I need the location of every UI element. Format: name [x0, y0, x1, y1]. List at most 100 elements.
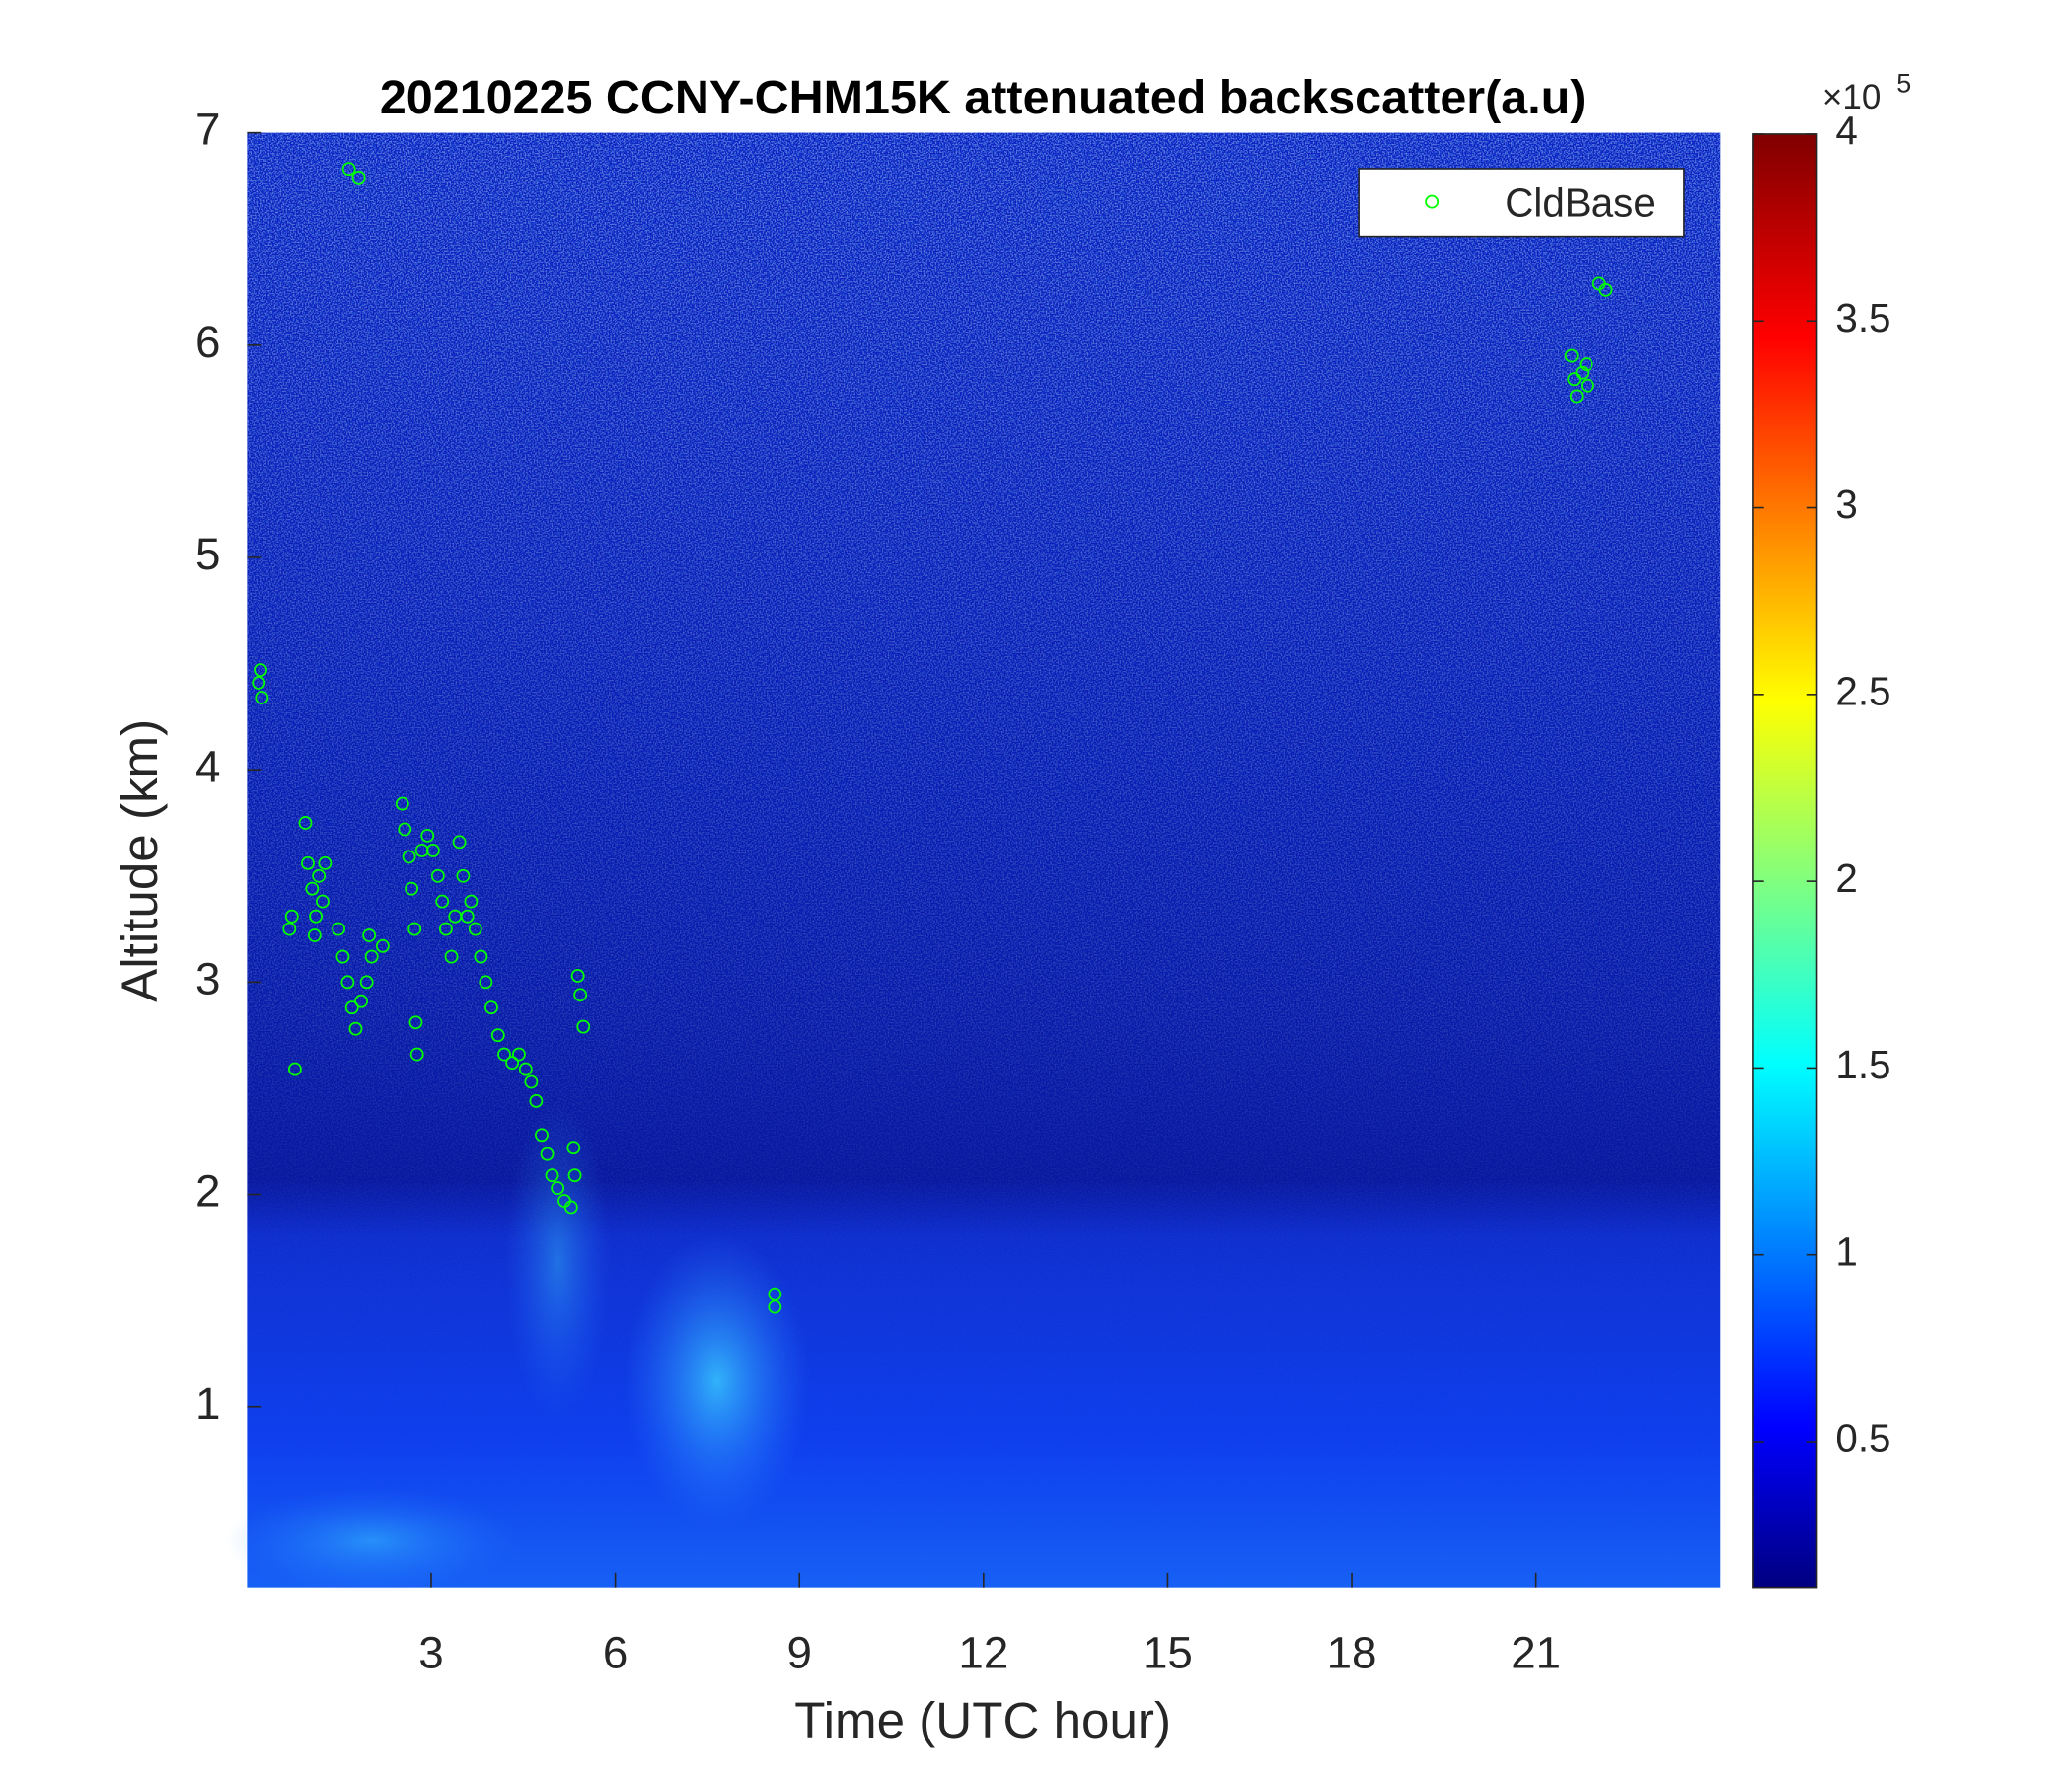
colorbar-scale-label: ×10: [1822, 78, 1881, 116]
cloud-base-point: [309, 909, 323, 924]
colorbar-tick-label: 3: [1835, 481, 1857, 527]
cloud-base-point: [414, 844, 429, 857]
x-tick-label: 3: [418, 1628, 443, 1678]
cloud-base-point: [362, 928, 377, 942]
cloud-base-point: [474, 949, 488, 964]
cloud-base-point: [402, 850, 416, 864]
colorbar-tick-label: 2: [1835, 855, 1857, 901]
cloud-base-point: [375, 938, 390, 953]
cloud-base-point: [464, 894, 479, 909]
cloud-base-point: [287, 1062, 302, 1076]
cloud-base-point: [567, 1168, 582, 1183]
cloud-base-point: [570, 968, 585, 983]
cloud-base-point: [1569, 389, 1584, 404]
cloud-base-point: [479, 975, 493, 990]
cloud-base-point: [484, 1000, 498, 1015]
cloud-base-point: [312, 868, 327, 883]
cloud-base-point: [305, 881, 320, 896]
cloud-base-point: [545, 1168, 559, 1183]
cloud-base-point: [407, 922, 422, 936]
cloud-base-point: [576, 1019, 591, 1034]
cloud-base-point: [298, 816, 313, 830]
cloud-base-point: [468, 922, 482, 936]
y-tick-label: 4: [195, 741, 220, 791]
cloud-base-point: [398, 822, 412, 837]
cloud-base-point: [344, 1000, 359, 1015]
y-tick-label: 1: [195, 1378, 220, 1429]
cloud-base-point: [341, 162, 356, 177]
cloud-base-point: [364, 949, 379, 964]
y-tick-label: 5: [195, 529, 220, 579]
cloud-base-point: [512, 1047, 526, 1062]
cloud-base-point: [460, 909, 475, 924]
cloud-base-point: [282, 922, 297, 936]
cloud-base-point: [566, 1141, 581, 1155]
cloud-base-point: [284, 909, 299, 924]
cloud-base-point: [301, 855, 315, 870]
cloud-base-point: [438, 922, 453, 936]
cloud-base-point: [1579, 357, 1593, 372]
cloud-base-point: [318, 855, 333, 870]
cloud-base-point: [408, 1015, 423, 1030]
cloud-base-point: [255, 691, 269, 704]
x-tick-label: 6: [603, 1628, 628, 1678]
x-axis-label: Time (UTC hour): [794, 1692, 1171, 1748]
cloud-base-point: [535, 1128, 549, 1143]
colorbar-tick-label: 1: [1835, 1228, 1857, 1274]
cloud-base-point: [409, 1047, 424, 1062]
cloud-base-point: [254, 663, 268, 677]
cloud-base-point: [425, 844, 440, 857]
legend-box: [1358, 168, 1685, 238]
heatmap-image: [225, 132, 1721, 1594]
x-tick-label: 12: [958, 1628, 1008, 1678]
cloud-base-point: [529, 1093, 544, 1108]
colorbar-scale-exponent: 5: [1896, 68, 1911, 98]
y-tick-label: 3: [195, 953, 220, 1003]
x-tick-label: 18: [1327, 1628, 1377, 1678]
cloud-base-point: [1575, 365, 1590, 380]
cloud-base-point: [497, 1047, 511, 1062]
y-tick-label: 2: [195, 1166, 220, 1217]
cloud-base-point: [435, 894, 450, 909]
cloud-base-point: [430, 868, 445, 883]
cloud-base-point: [490, 1028, 505, 1043]
cloud-base-point: [768, 1299, 782, 1314]
cloud-base-point: [252, 676, 266, 690]
cloud-base-point: [354, 994, 369, 1008]
cloud-base-point: [518, 1062, 533, 1076]
cloud-base-point: [405, 881, 419, 896]
y-tick-label: 6: [195, 317, 220, 367]
cloud-base-point: [335, 949, 350, 964]
cloud-base-point: [444, 949, 459, 964]
y-tick-label: 7: [195, 105, 220, 155]
colorbar-tick-label: 4: [1835, 109, 1857, 154]
colorbar-tick-label: 3.5: [1835, 295, 1890, 340]
cloud-base-point: [340, 975, 355, 990]
legend-label: CldBase: [1505, 180, 1656, 225]
colorbar-tick-label: 1.5: [1835, 1042, 1890, 1087]
cloud-base-point: [1598, 282, 1613, 297]
cloud-base-point: [456, 868, 471, 883]
x-tick-label: 15: [1143, 1628, 1193, 1678]
cloud-base-point: [1580, 378, 1594, 393]
legend-marker: [1425, 194, 1440, 209]
cloud-base-point: [573, 988, 588, 1002]
cloud-base-point: [551, 1181, 565, 1196]
cloud-base-point: [395, 796, 409, 811]
cloud-base-point: [348, 1021, 363, 1036]
cloud-base-point: [332, 922, 346, 936]
cloud-base-point: [1564, 348, 1579, 363]
cloud-base-point: [351, 170, 366, 185]
x-tick-label: 9: [786, 1628, 811, 1678]
cloud-base-point: [315, 894, 330, 909]
colorbar-tick-label: 0.5: [1835, 1416, 1890, 1461]
x-tick-label: 21: [1511, 1628, 1561, 1678]
cloud-base-point: [563, 1200, 578, 1215]
cloud-base-point: [524, 1074, 539, 1089]
cloud-base-point: [505, 1056, 520, 1071]
y-axis-label: Altitude (km): [111, 719, 168, 1002]
cloud-base-point: [359, 975, 374, 990]
legend: CldBase: [1358, 168, 1685, 238]
chart-title: 20210225 CCNY-CHM15K attenuated backscat…: [380, 71, 1587, 124]
